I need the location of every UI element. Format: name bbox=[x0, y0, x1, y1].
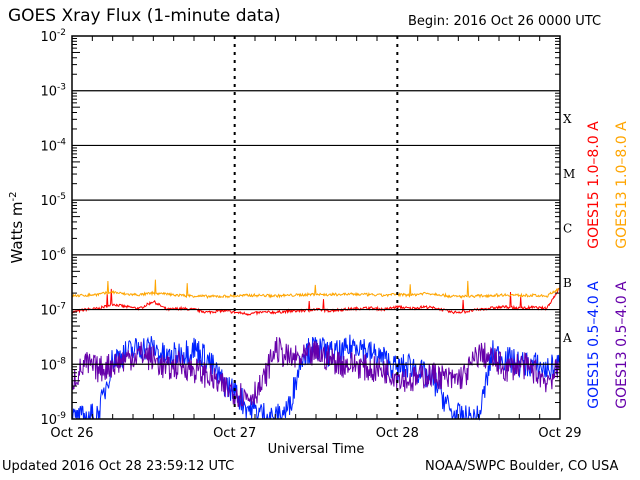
x-tick-label: Oct 29 bbox=[538, 426, 581, 441]
legend-1: GOES15 1.0–8.0 A bbox=[586, 121, 602, 249]
y-tick-label: 10-3 bbox=[40, 83, 66, 100]
y-tick-label: 10-2 bbox=[40, 28, 66, 45]
x-tick-label: Oct 28 bbox=[376, 426, 419, 441]
y-tick-label: 10-9 bbox=[40, 411, 66, 428]
flare-class-label: A bbox=[562, 331, 572, 345]
y-tick-label: 10-7 bbox=[40, 302, 66, 319]
y-tick-label: 10-5 bbox=[40, 192, 66, 209]
legend-4: GOES13 0.5–4.0 A bbox=[614, 281, 630, 409]
y-tick-label: 10-8 bbox=[40, 356, 66, 373]
updated-time: Updated 2016 Oct 28 23:59:12 UTC bbox=[2, 459, 235, 474]
x-axis-label: Universal Time bbox=[268, 442, 365, 457]
flare-class-label: C bbox=[563, 222, 572, 236]
y-tick-label: 10-6 bbox=[40, 247, 66, 264]
credit: NOAA/SWPC Boulder, CO USA bbox=[425, 459, 619, 474]
begin-time: Begin: 2016 Oct 26 0000 UTC bbox=[408, 14, 602, 29]
flare-class-label: B bbox=[563, 276, 572, 290]
y-tick-label: 10-4 bbox=[40, 137, 66, 154]
legend-2: GOES13 1.0–8.0 A bbox=[614, 121, 630, 249]
series-line-2 bbox=[72, 279, 560, 299]
flare-class-label: M bbox=[563, 167, 575, 181]
y-axis-label: Watts m-2 bbox=[8, 191, 26, 263]
legend-3: GOES15 0.5–4.0 A bbox=[586, 281, 602, 409]
x-tick-label: Oct 26 bbox=[50, 426, 93, 441]
chart-title: GOES Xray Flux (1-minute data) bbox=[8, 6, 281, 26]
x-tick-label: Oct 27 bbox=[213, 426, 256, 441]
series-line-4 bbox=[71, 336, 560, 407]
plot-frame bbox=[71, 35, 561, 420]
flare-class-label: X bbox=[563, 112, 572, 126]
